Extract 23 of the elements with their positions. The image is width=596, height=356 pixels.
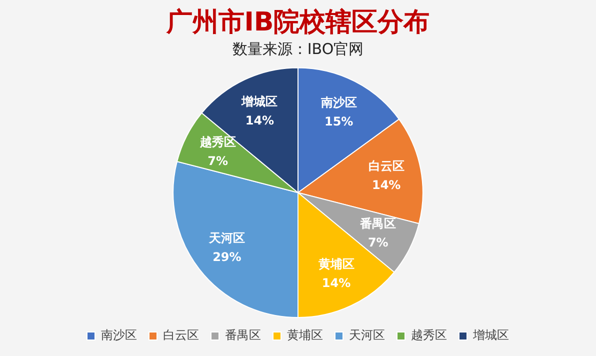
- chart-subtitle: 数量来源：IBO官网: [232, 40, 364, 58]
- data-label: 14%: [322, 276, 351, 290]
- slice-label: 南沙区: [320, 96, 357, 110]
- legend-label: 黄埔区: [287, 328, 323, 342]
- data-label: 7%: [368, 236, 388, 250]
- legend-label: 增城区: [472, 328, 509, 342]
- data-label: 14%: [245, 113, 274, 128]
- chart-title: 广州市IB院校辖区分布: [165, 7, 430, 38]
- legend-label: 南沙区: [101, 328, 137, 342]
- slice-label: 增城区: [240, 94, 278, 108]
- data-label: 7%: [208, 154, 228, 168]
- slice-label: 黄埔区: [317, 257, 354, 272]
- slice-label: 番禺区: [359, 216, 396, 231]
- legend-label: 天河区: [349, 328, 385, 342]
- slice-label: 越秀区: [198, 134, 236, 149]
- data-label: 29%: [212, 250, 242, 264]
- slice-label: 白云区: [368, 158, 404, 173]
- legend-label: 番禺区: [225, 328, 261, 342]
- data-label: 15%: [324, 114, 354, 129]
- slice-label: 天河区: [208, 230, 245, 245]
- data-label: 14%: [372, 178, 401, 192]
- legend-label: 越秀区: [411, 328, 447, 342]
- legend-label: 白云区: [163, 328, 199, 342]
